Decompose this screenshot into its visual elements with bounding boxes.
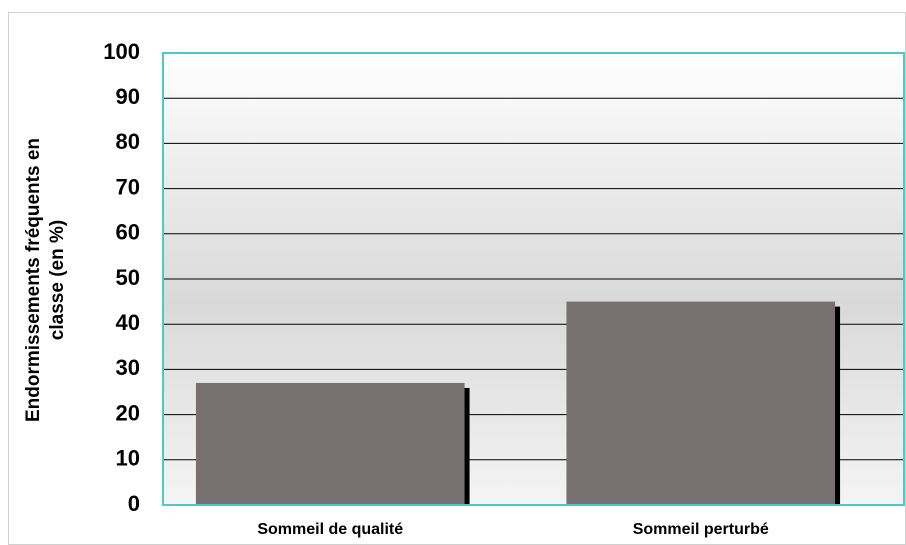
y-tick-label: 90 (116, 84, 140, 109)
y-tick-label: 10 (116, 446, 140, 471)
y-tick-label: 100 (103, 39, 140, 64)
y-axis-label-line: Endormissements fréquents en (23, 138, 44, 422)
y-tick-label: 70 (116, 174, 140, 199)
y-tick-label: 0 (128, 491, 140, 516)
y-tick-label: 40 (116, 310, 140, 335)
x-tick-label: Sommeil perturbé (633, 521, 769, 538)
y-tick-label: 30 (116, 355, 140, 380)
bar (195, 382, 465, 505)
x-tick-label: Sommeil de qualité (257, 521, 403, 538)
y-tick-label: 80 (116, 129, 140, 154)
y-tick-label: 20 (116, 400, 140, 425)
plot-area (162, 52, 905, 506)
y-tick-label: 60 (116, 220, 140, 245)
y-tick-label: 50 (116, 265, 140, 290)
y-axis-label-line: classe (en %) (47, 220, 68, 340)
y-axis-label: Endormissements fréquents en classe (en … (23, 138, 68, 422)
bar (566, 301, 836, 505)
